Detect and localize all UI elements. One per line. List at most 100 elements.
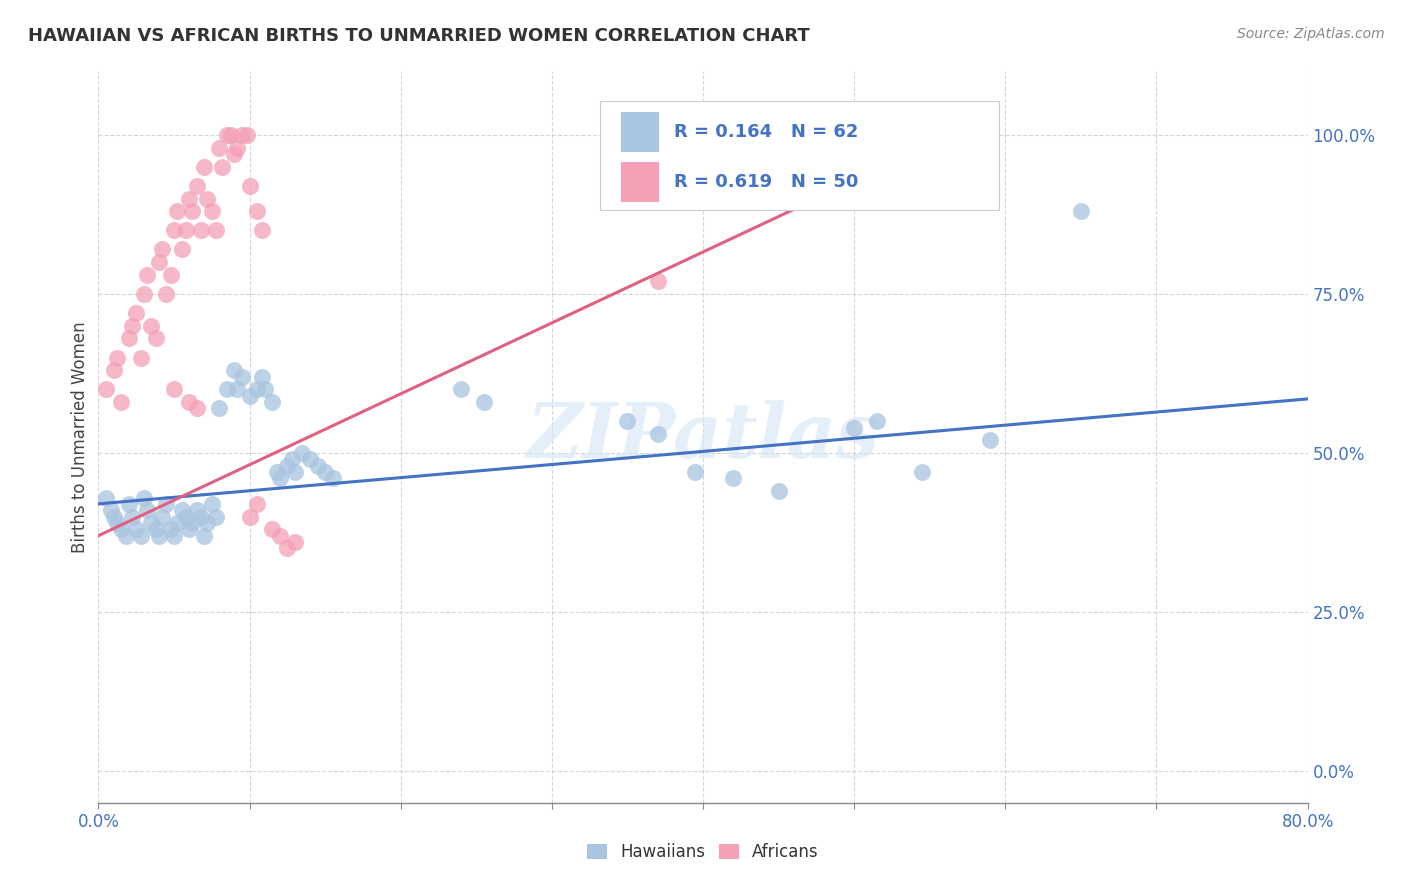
Point: [253, 383, 276, 397]
Point: [844, 420, 866, 434]
Point: [174, 223, 197, 237]
Point: [246, 383, 269, 397]
Text: ZIPatlas: ZIPatlas: [526, 401, 880, 474]
Point: [181, 516, 204, 530]
Point: [276, 458, 298, 473]
Point: [1070, 204, 1092, 219]
Point: [208, 141, 231, 155]
Point: [148, 255, 170, 269]
Point: [160, 268, 183, 282]
Point: [276, 541, 298, 556]
Point: [911, 465, 934, 479]
Point: [685, 465, 707, 479]
Point: [190, 223, 212, 237]
Point: [281, 452, 304, 467]
Point: [129, 529, 152, 543]
Point: [284, 535, 307, 549]
Point: [155, 287, 177, 301]
Point: [266, 465, 288, 479]
Point: [616, 414, 638, 428]
Point: [215, 128, 238, 142]
Point: [231, 128, 253, 142]
Point: [269, 529, 291, 543]
Point: [160, 522, 183, 536]
Point: [866, 414, 889, 428]
Point: [166, 516, 188, 530]
Point: [110, 395, 132, 409]
Point: [211, 160, 233, 174]
Text: R = 0.164   N = 62: R = 0.164 N = 62: [673, 123, 858, 141]
Point: [239, 389, 262, 403]
Point: [186, 178, 208, 193]
Point: [135, 503, 157, 517]
Point: [94, 491, 117, 505]
Point: [224, 363, 246, 377]
Point: [114, 529, 136, 543]
Point: [307, 458, 329, 473]
Point: [121, 318, 143, 333]
Point: [166, 204, 188, 219]
Point: [190, 509, 212, 524]
Point: [231, 369, 253, 384]
Point: [186, 503, 208, 517]
Point: [145, 522, 167, 536]
Point: [94, 383, 117, 397]
Point: [239, 509, 262, 524]
FancyBboxPatch shape: [621, 112, 659, 153]
Point: [118, 331, 141, 345]
Point: [174, 509, 197, 524]
Point: [215, 383, 238, 397]
Point: [118, 497, 141, 511]
Point: [145, 331, 167, 345]
Point: [226, 141, 249, 155]
Point: [284, 465, 307, 479]
Point: [110, 522, 132, 536]
Point: [100, 503, 122, 517]
Point: [193, 160, 215, 174]
Point: [205, 509, 228, 524]
Point: [322, 471, 344, 485]
Point: [250, 369, 273, 384]
FancyBboxPatch shape: [600, 101, 1000, 211]
Point: [472, 395, 495, 409]
Point: [170, 243, 193, 257]
Point: [132, 287, 155, 301]
Point: [105, 516, 128, 530]
Point: [201, 497, 224, 511]
Point: [105, 351, 128, 365]
Point: [262, 522, 284, 536]
Point: [979, 434, 1001, 448]
Point: [235, 128, 257, 142]
Point: [250, 223, 273, 237]
Point: [155, 497, 177, 511]
FancyBboxPatch shape: [621, 161, 659, 202]
Point: [193, 529, 215, 543]
Point: [450, 383, 472, 397]
Point: [148, 529, 170, 543]
Point: [150, 243, 173, 257]
Point: [221, 128, 243, 142]
Point: [314, 465, 336, 479]
Point: [201, 204, 224, 219]
Point: [723, 471, 745, 485]
Point: [181, 204, 204, 219]
Legend: Hawaiians, Africans: Hawaiians, Africans: [581, 837, 825, 868]
Point: [239, 178, 262, 193]
Point: [103, 509, 125, 524]
Point: [246, 204, 269, 219]
Point: [647, 274, 669, 288]
Point: [163, 529, 186, 543]
Point: [179, 395, 201, 409]
Text: R = 0.619   N = 50: R = 0.619 N = 50: [673, 173, 858, 191]
Point: [291, 446, 314, 460]
Point: [224, 147, 246, 161]
Point: [135, 268, 157, 282]
Point: [132, 491, 155, 505]
Point: [179, 522, 201, 536]
Point: [269, 471, 291, 485]
Point: [141, 318, 163, 333]
Point: [163, 223, 186, 237]
Text: HAWAIIAN VS AFRICAN BIRTHS TO UNMARRIED WOMEN CORRELATION CHART: HAWAIIAN VS AFRICAN BIRTHS TO UNMARRIED …: [28, 27, 810, 45]
Point: [941, 128, 963, 142]
Point: [121, 509, 143, 524]
